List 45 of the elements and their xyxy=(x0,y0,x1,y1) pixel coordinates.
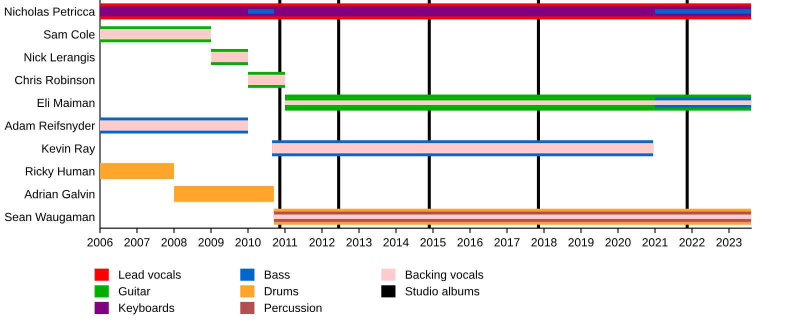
x-tick-label: 2009 xyxy=(198,238,224,247)
bar xyxy=(100,6,752,17)
y-tick-label: Sam Cole xyxy=(44,30,95,39)
x-tick-label: 2008 xyxy=(161,238,187,247)
bar xyxy=(100,163,174,180)
bar xyxy=(272,143,654,154)
x-tick-label: 2015 xyxy=(420,238,446,247)
bar xyxy=(248,9,274,14)
y-tick-label: Nicholas Petricca xyxy=(4,7,96,16)
legend-label: Percussion xyxy=(264,303,322,312)
legend-label: Guitar xyxy=(118,286,150,296)
legend-label: Keyboards xyxy=(119,303,174,314)
legend-label: Backing vocals xyxy=(406,270,484,282)
bar xyxy=(211,52,248,62)
x-tick-label: 2007 xyxy=(124,238,150,247)
x-tick-label: 2018 xyxy=(531,238,557,247)
legend-label: Bass xyxy=(264,270,290,279)
x-tick-label: 2020 xyxy=(605,238,631,247)
x-tick-label: 2014 xyxy=(383,238,409,247)
x-tick-label: 2011 xyxy=(272,238,298,247)
x-tick-label: 2019 xyxy=(568,238,594,247)
y-tick-label: Chris Robinson xyxy=(15,76,94,84)
x-tick-label: 2006 xyxy=(87,238,113,247)
x-tick-label: 2022 xyxy=(679,238,705,247)
legend-label: Drums xyxy=(264,287,298,296)
x-tick-label: 2010 xyxy=(235,238,261,247)
y-tick-label: Ricky Human xyxy=(26,166,94,178)
y-tick-label: Eli Maiman xyxy=(38,98,94,108)
legend-label: Studio albums xyxy=(405,286,480,296)
bar xyxy=(174,186,274,202)
x-tick-label: 2023 xyxy=(716,238,742,247)
x-tick-label: 2016 xyxy=(457,238,483,247)
x-tick-label: 2012 xyxy=(309,238,335,247)
y-tick-label: Adrian Galvin xyxy=(24,190,94,198)
x-tick-label: 2021 xyxy=(642,238,668,247)
y-tick-label: Kevin Ray xyxy=(42,144,96,156)
bar xyxy=(100,29,211,40)
y-tick-label: Adam Reifsnyder xyxy=(4,121,95,132)
bar xyxy=(248,74,285,85)
legend-label: Lead vocals xyxy=(119,270,181,279)
x-tick-label: 2017 xyxy=(494,238,520,247)
y-tick-label: Sean Waugaman xyxy=(4,212,94,224)
bar xyxy=(100,120,248,131)
y-tick-label: Nick Lerangis xyxy=(24,52,95,64)
x-tick-label: 2013 xyxy=(346,238,372,247)
